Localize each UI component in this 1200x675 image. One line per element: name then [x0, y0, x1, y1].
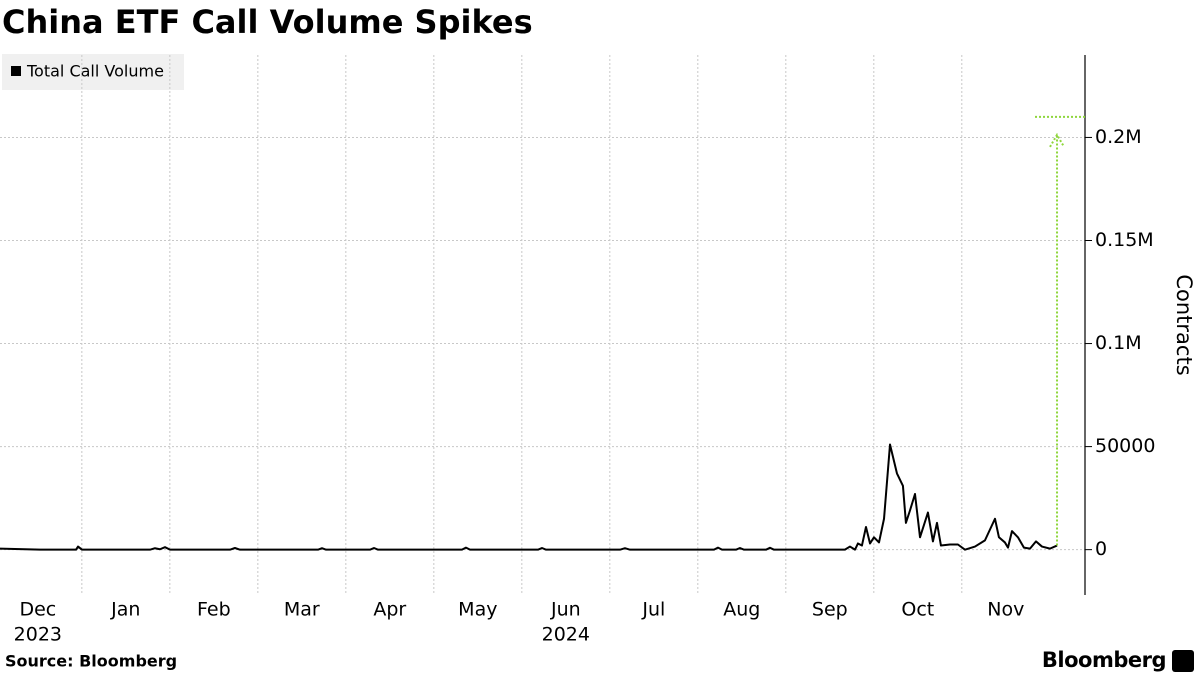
plot — [0, 443, 1058, 551]
annotation-arrowhead — [1049, 132, 1065, 148]
x-tick-label: Oct — [901, 599, 934, 621]
y-tick-label: 0.1M — [1095, 332, 1142, 354]
x-tick-label: Nov — [987, 599, 1024, 621]
x-tick-label: Aug — [723, 599, 760, 621]
legend-label: Total Call Volume — [26, 62, 164, 81]
y-tick-label: 0.15M — [1095, 229, 1154, 251]
y-tick-label: 50000 — [1095, 435, 1155, 457]
y-tick-label: 0 — [1095, 538, 1107, 560]
x-tick-label: Dec — [19, 599, 56, 621]
chart-title: China ETF Call Volume Spikes — [2, 3, 533, 41]
x-tick-label: Jun — [550, 599, 581, 621]
x-tick-label: Jan — [110, 599, 140, 621]
brand: Bloomberg — [1042, 648, 1166, 672]
x-tick-label: Sep — [812, 599, 848, 621]
x-tick-label: Apr — [373, 599, 406, 621]
x-year-label: 2023 — [14, 624, 62, 646]
x-tick-label: May — [458, 599, 497, 621]
legend-swatch — [11, 66, 21, 76]
x-year-label: 2024 — [542, 624, 590, 646]
x-tick-label: Jul — [641, 599, 665, 621]
legend-box — [2, 54, 184, 90]
x-tick-label: Mar — [284, 599, 320, 621]
y-axis-label: Contracts — [1172, 274, 1196, 375]
series-line — [0, 443, 1058, 551]
source: Source: Bloomberg — [5, 652, 177, 671]
x-tick-label: Feb — [197, 599, 231, 621]
y-tick-label: 0.2M — [1095, 126, 1142, 148]
brand-icon — [1172, 650, 1194, 672]
